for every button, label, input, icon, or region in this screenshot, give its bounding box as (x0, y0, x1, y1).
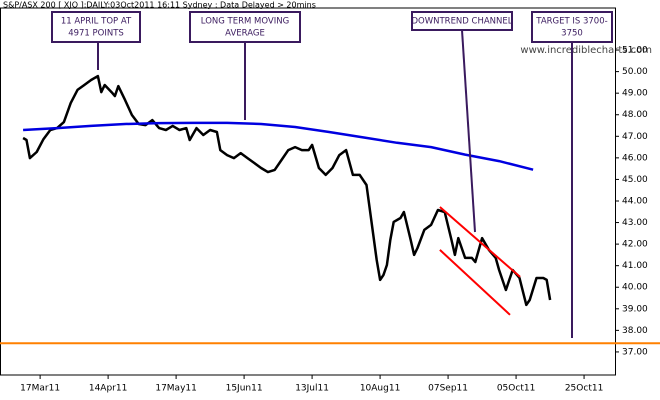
x-tick-label: 10Aug11 (360, 384, 400, 394)
x-tick-label: 17Mar11 (20, 384, 60, 394)
y-tick-label: 46.00 (622, 153, 648, 163)
annotation-box (411, 11, 513, 31)
y-tick-label: 42.00 (622, 240, 648, 250)
plot-frame (0, 7, 616, 376)
x-tick-label: 13Jul11 (295, 384, 329, 394)
y-tick-label: 44.00 (622, 196, 648, 206)
annotation-box (531, 11, 613, 43)
x-tick-label: 17May11 (155, 384, 197, 394)
y-tick-label: 50.00 (622, 67, 648, 77)
y-tick-label: 39.00 (622, 304, 648, 314)
y-tick-label: 48.00 (622, 110, 648, 120)
y-tick-label: 47.00 (622, 132, 648, 142)
y-tick-label: 45.00 (622, 175, 648, 185)
annotation-text: AVERAGE (225, 29, 265, 39)
annotation-pointer (461, 29, 476, 233)
series-line (23, 121, 534, 171)
annotation-text: TARGET IS 3700- (535, 17, 607, 27)
annotation-text: DOWNTREND CHANNEL (411, 17, 512, 27)
y-tick-label: 41.00 (622, 261, 648, 271)
series-line (439, 249, 511, 316)
annotation-text: LONG TERM MOVING (201, 17, 289, 27)
chart-title: S&P/ASX 200 [ XJO ]:DAILY:03Oct2011 16:1… (3, 1, 316, 10)
y-tick-label: 49.00 (622, 89, 648, 99)
series-line (22, 74, 552, 307)
y-tick-label: 40.00 (622, 283, 648, 293)
x-tick-label: 14Apr11 (89, 384, 127, 394)
y-tick-label: 37.00 (622, 347, 648, 357)
annotation-box (51, 11, 141, 43)
watermark: www.incrediblecharts.com (520, 45, 652, 56)
annotation-box (189, 11, 301, 43)
series-line (439, 206, 521, 278)
x-tick-label: 15Jun11 (226, 384, 263, 394)
x-tick-label: 05Oct11 (497, 384, 535, 394)
x-tick-label: 25Oct11 (565, 384, 603, 394)
annotation-text: 3750 (561, 29, 583, 39)
annotation-text: 11 APRIL TOP AT (61, 17, 132, 27)
x-tick-label: 07Sep11 (428, 384, 468, 394)
y-tick-label: 43.00 (622, 218, 648, 228)
y-tick-label: 38.00 (622, 326, 648, 336)
annotation-text: 4971 POINTS (68, 29, 124, 39)
y-tick-label: 51.00 (622, 46, 648, 56)
